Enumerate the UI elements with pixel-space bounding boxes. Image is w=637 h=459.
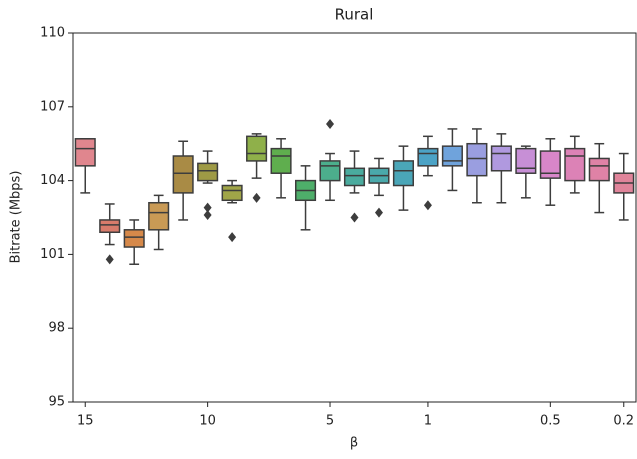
box [441,145,463,167]
x-axis-label: β [350,436,358,451]
box [197,162,219,182]
y-tick-label: 110 [40,26,65,41]
x-tick-label: 1 [424,414,432,429]
box [74,138,96,167]
outlier [326,119,335,130]
box [221,184,243,202]
y-tick-label: 95 [48,395,65,410]
outlier [228,232,237,243]
box [417,147,439,167]
y-tick-label: 98 [48,321,65,336]
box [466,142,488,177]
x-tick-label: 5 [326,414,334,429]
chart-title: Rural [335,6,374,24]
box [392,160,414,187]
box [172,155,194,194]
y-axis-label: Bitrate (Mbps) [9,171,24,264]
box [515,147,537,174]
box [588,157,610,182]
outlier [203,210,212,221]
box [343,167,366,187]
outlier [423,200,432,211]
y-tick-label: 107 [40,99,65,114]
box [539,150,561,179]
box [99,219,121,234]
box [490,145,512,172]
outlier [105,254,114,265]
outlier [350,212,359,223]
outlier [203,202,212,213]
box [148,201,170,231]
outlier [374,207,383,218]
x-tick-label: 0.2 [613,414,634,429]
y-tick-label: 101 [40,247,65,262]
box [246,135,268,162]
x-tick-label: 10 [199,414,216,429]
box [319,160,341,182]
outlier [252,192,261,203]
box [564,147,586,182]
y-tick-label: 104 [40,173,65,188]
plot-frame [72,32,637,403]
box [123,229,145,248]
box [270,147,292,174]
x-tick-label: 15 [77,414,94,429]
x-tick-label: 0.5 [540,414,561,429]
